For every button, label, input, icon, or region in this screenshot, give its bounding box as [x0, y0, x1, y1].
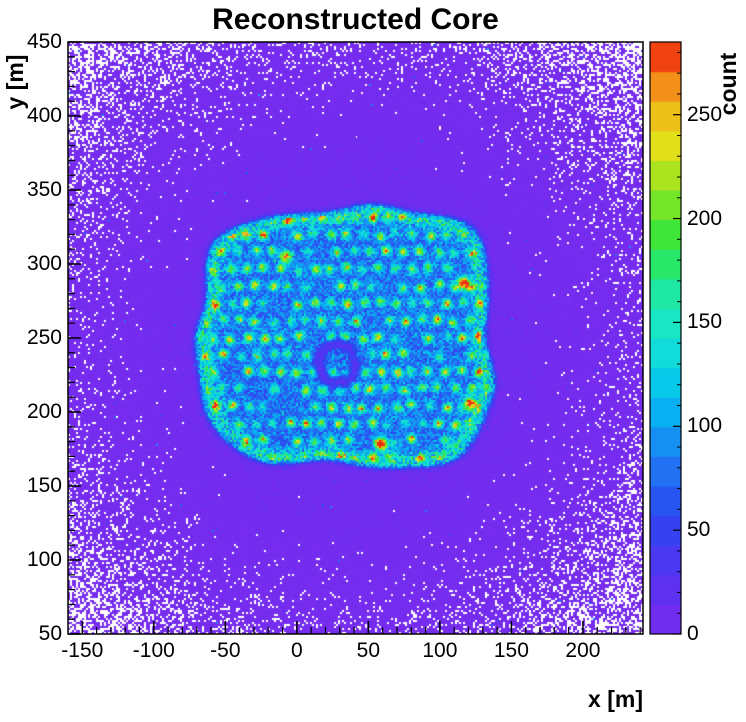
x-tick-label: 50	[356, 639, 381, 662]
x-tick-label: 200	[565, 639, 601, 662]
x-tick-label: -150	[61, 639, 104, 662]
y-tick-label: 350	[26, 178, 62, 201]
colorbar-tick-label: 50	[687, 518, 711, 542]
chart-title: Reconstructed Core	[212, 3, 499, 36]
x-tick-label: 150	[493, 639, 529, 662]
x-tick-label: -50	[210, 639, 241, 662]
colorbar-tick-label: 200	[687, 206, 723, 230]
y-tick-label: 100	[26, 548, 62, 571]
colorbar-tick-label: 250	[687, 102, 723, 126]
colorbar-canvas	[650, 42, 681, 634]
x-tick-label: 100	[422, 639, 458, 662]
x-tick-label: -100	[132, 639, 175, 662]
y-tick-label: 300	[26, 252, 62, 275]
y-tick-label: 400	[26, 104, 62, 127]
y-tick-label: 200	[26, 400, 62, 423]
y-tick-label: 50	[38, 622, 62, 645]
y-tick-label: 250	[26, 326, 62, 349]
y-axis-label: y [m]	[2, 54, 28, 110]
y-tick-label: 450	[26, 30, 62, 53]
colorbar-tick-label: 0	[687, 622, 699, 645]
x-tick-label: 0	[291, 639, 303, 662]
colorbar-label: count	[715, 52, 741, 116]
y-tick-label: 150	[26, 474, 62, 497]
heatmap-canvas	[68, 42, 643, 634]
x-axis-label: x [m]	[588, 686, 643, 712]
colorbar-tick-label: 150	[687, 310, 723, 334]
colorbar-tick-label: 100	[687, 414, 723, 438]
